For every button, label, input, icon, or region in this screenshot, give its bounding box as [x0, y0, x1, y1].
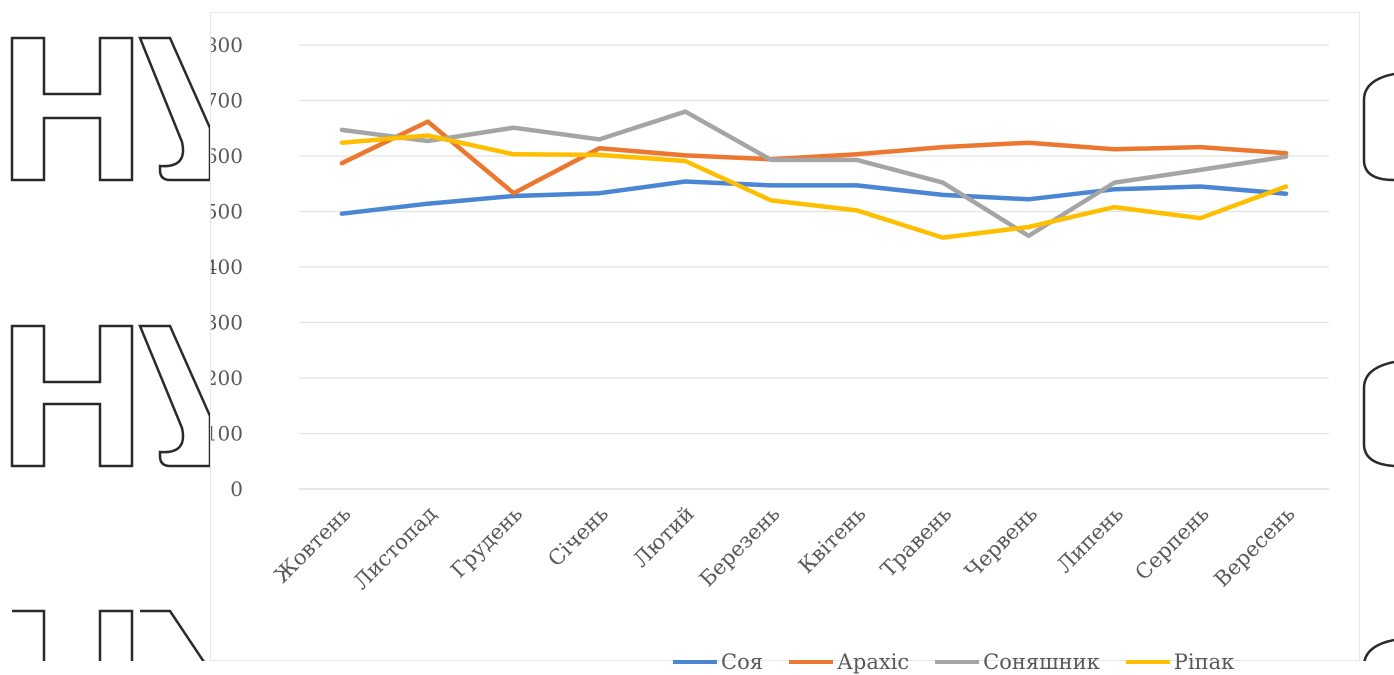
- watermark-letter-n: [12, 609, 134, 661]
- legend-label: Арахіс: [836, 650, 910, 674]
- y-tick-label: 600: [211, 144, 243, 168]
- legend-item: Соняшник: [935, 650, 1100, 674]
- y-tick-label: 500: [211, 200, 243, 224]
- watermark-letter-fragment: [1362, 360, 1394, 468]
- x-tick-label: Травень: [876, 502, 956, 582]
- x-tick-label: Квітень: [794, 502, 871, 579]
- series-line-Арахіс: [339, 119, 1289, 196]
- legend-item: Ріпак: [1125, 650, 1235, 674]
- watermark: [10, 36, 1394, 661]
- legend-label: Соя: [721, 650, 763, 674]
- x-tick-label: Листопад: [349, 502, 442, 595]
- x-tick-label: Червень: [960, 502, 1042, 584]
- x-tick-label: Серпень: [1130, 502, 1213, 585]
- y-tick-label: 0: [230, 477, 243, 501]
- series-line-Соняшник: [339, 109, 1289, 239]
- watermark-letter-fragment: [1362, 72, 1394, 182]
- line-chart: 0 100 200 300 400 500 600 700 800 ЖовтеньЛистопад…: [211, 33, 1329, 595]
- watermark-letter-u: [138, 36, 212, 182]
- x-tick-label: Грудень: [446, 502, 527, 583]
- x-tick-label: Березень: [695, 502, 785, 592]
- x-tick-label: Лютий: [628, 502, 698, 572]
- y-tick-label: 700: [211, 89, 243, 113]
- chart-legend: Соя Арахіс Соняшник Ріпак: [673, 649, 1234, 675]
- watermark-letter-fragment: [1363, 638, 1394, 661]
- watermark-letter-u: [140, 609, 205, 661]
- watermark-letter-u: [138, 324, 212, 468]
- y-tick-label: 300: [211, 311, 243, 335]
- x-tick-label: Липень: [1052, 502, 1128, 578]
- y-tick-label: 800: [211, 33, 243, 57]
- watermark-letter-n: [10, 324, 134, 468]
- x-tick-label: Вересень: [1210, 502, 1300, 592]
- legend-label: Соняшник: [983, 650, 1100, 674]
- chart-area: 0 100 200 300 400 500 600 700 800 Жовтень Листопад…: [210, 12, 1360, 674]
- legend-item: Соя: [673, 650, 763, 674]
- y-tick-label: 200: [211, 366, 243, 390]
- y-tick-label: 400: [211, 255, 243, 279]
- x-tick-label: Жовтень: [270, 502, 356, 588]
- x-tick-label: Січень: [543, 502, 613, 572]
- watermark-letter-n: [10, 36, 134, 182]
- legend-item: Арахіс: [788, 650, 910, 674]
- y-tick-label: 100: [211, 422, 243, 446]
- legend-label: Ріпак: [1173, 650, 1235, 674]
- series-line-Соя: [339, 179, 1289, 216]
- series-line-Ріпак: [339, 133, 1289, 240]
